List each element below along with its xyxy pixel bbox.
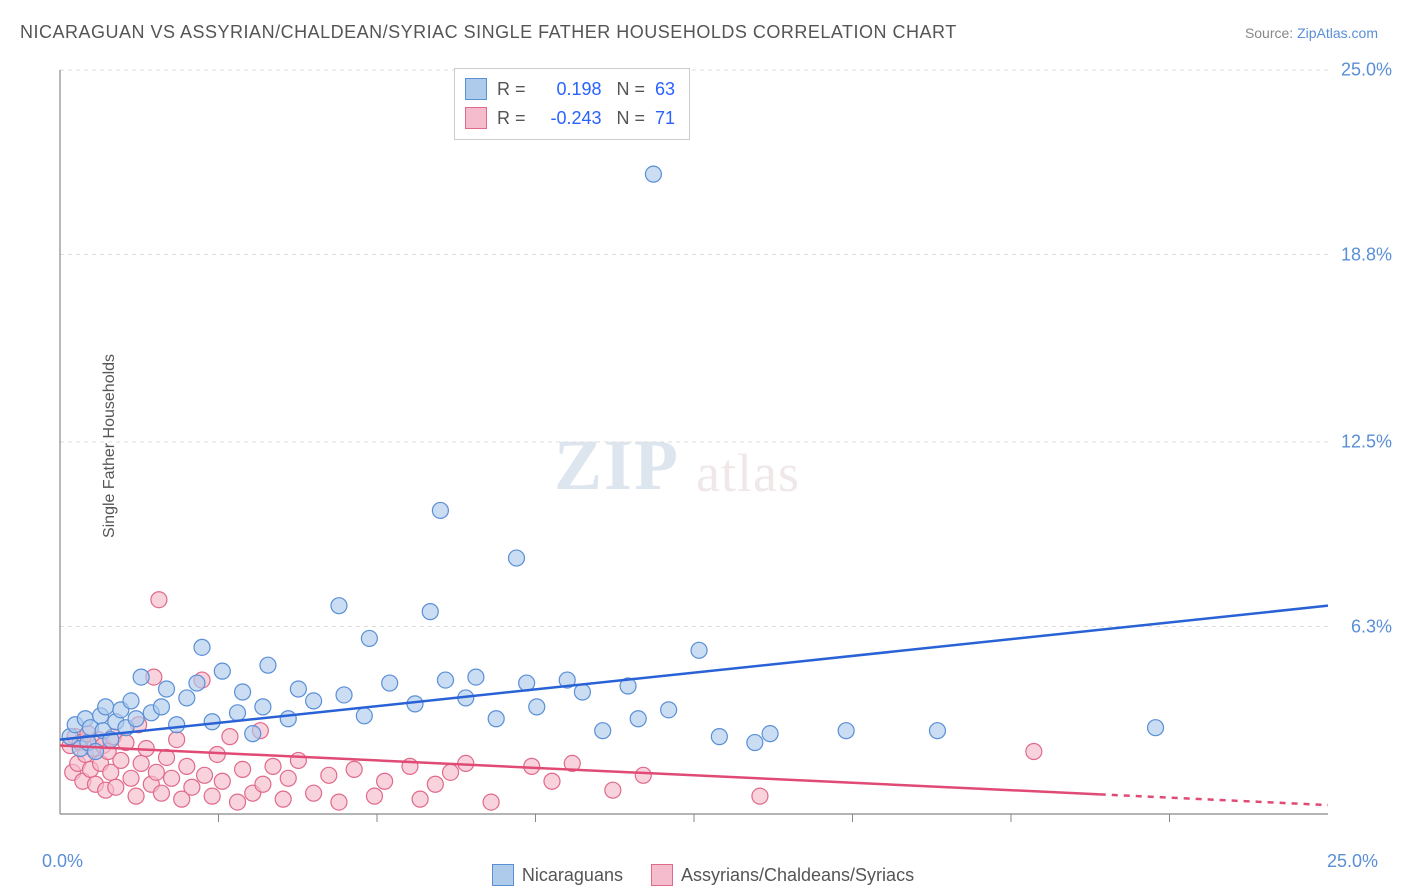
source-attribution: Source: ZipAtlas.com xyxy=(1245,25,1378,41)
bottom-legend: Nicaraguans Assyrians/Chaldeans/Syriacs xyxy=(0,864,1406,886)
source-prefix: Source: xyxy=(1245,25,1297,41)
legend-item-2: Assyrians/Chaldeans/Syriacs xyxy=(651,864,914,886)
stats-row-2: R = -0.243 N = 71 xyxy=(465,104,675,133)
legend-label-1: Nicaraguans xyxy=(522,865,623,886)
legend-item-1: Nicaraguans xyxy=(492,864,623,886)
y-tick-label: 18.8% xyxy=(1341,244,1392,265)
chart-area: ZIP atlas R = 0.198 N = 63 R = -0.243 N … xyxy=(54,64,1334,824)
legend-swatch-2 xyxy=(651,864,673,886)
r-label: R = xyxy=(497,75,526,104)
stats-row-1: R = 0.198 N = 63 xyxy=(465,75,675,104)
n-value-1: 63 xyxy=(655,75,675,104)
legend-label-2: Assyrians/Chaldeans/Syriacs xyxy=(681,865,914,886)
y-tick-label: 25.0% xyxy=(1341,60,1392,81)
n-label: N = xyxy=(612,75,646,104)
swatch-series2 xyxy=(465,107,487,129)
swatch-series1 xyxy=(465,78,487,100)
y-tick-label: 6.3% xyxy=(1351,616,1392,637)
n-value-2: 71 xyxy=(655,104,675,133)
chart-title: NICARAGUAN VS ASSYRIAN/CHALDEAN/SYRIAC S… xyxy=(20,22,957,43)
r-label: R = xyxy=(497,104,526,133)
stats-box: R = 0.198 N = 63 R = -0.243 N = 71 xyxy=(454,68,690,140)
scatter-chart xyxy=(54,64,1334,824)
r-value-1: 0.198 xyxy=(536,75,602,104)
r-value-2: -0.243 xyxy=(536,104,602,133)
y-tick-label: 12.5% xyxy=(1341,432,1392,453)
legend-swatch-1 xyxy=(492,864,514,886)
source-link[interactable]: ZipAtlas.com xyxy=(1297,25,1378,41)
n-label: N = xyxy=(612,104,646,133)
